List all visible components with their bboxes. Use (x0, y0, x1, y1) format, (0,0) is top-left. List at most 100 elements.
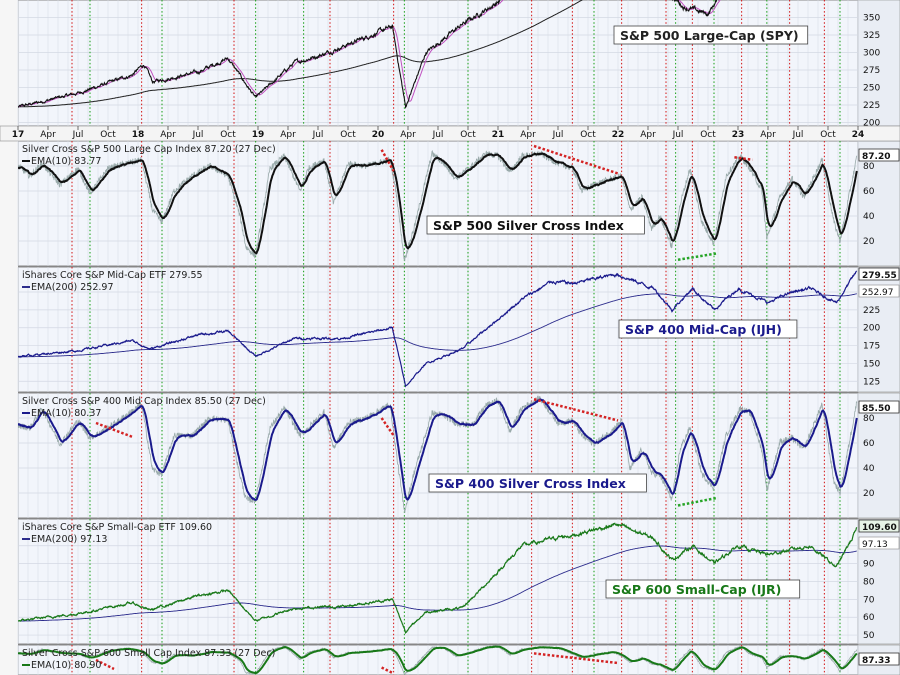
panel-5-legend: EMA(200) 97.13 (31, 534, 107, 545)
divergence-line (677, 252, 717, 261)
x-tick-label: Apr (640, 130, 656, 140)
panel-1-series (18, 0, 721, 109)
panel-4-series (18, 395, 858, 514)
x-tick-label: Apr (280, 130, 296, 140)
panel-1-y-tick: 300 (863, 49, 880, 59)
x-tick-label: 19 (252, 130, 265, 140)
panel-4-ema10-line (18, 398, 858, 501)
panel-4-y-tick: 20 (863, 489, 875, 499)
x-tick-label: 24 (852, 130, 865, 140)
spy-price-line (18, 0, 719, 109)
divergence-line (380, 149, 395, 172)
panel-3-y-tick: 125 (863, 377, 880, 387)
panel-4-title: Silver Cross S&P 400 Mid Cap Index 85.50… (22, 396, 266, 407)
panel-3-ema-value-box (858, 284, 900, 298)
panel-3-legend: EMA(200) 252.97 (31, 282, 114, 293)
divergence-line (380, 417, 395, 437)
panel-3-ema-value: 252.97 (862, 288, 894, 298)
panel-1-y-tick: 275 (863, 66, 880, 76)
panel-3-annotation-box (618, 319, 798, 339)
panel-4-y-axis-band (857, 392, 900, 519)
x-tick-label: 22 (612, 130, 625, 140)
x-tick-label: Oct (220, 130, 236, 140)
x-tick-label: Oct (460, 130, 476, 140)
panel-5-series (18, 522, 858, 635)
panel-2-ema10-line (18, 152, 858, 255)
panel-5-y-tick: 50 (863, 631, 875, 641)
panel-6-title: Silver Cross S&P 600 Small Cap Index 87.… (22, 648, 275, 659)
ijh-price-line (18, 270, 858, 388)
panel-2-annotation: S&P 500 Silver Cross Index (433, 218, 624, 233)
panel-6-ema10-line (18, 645, 858, 675)
panel-4-y-tick: 40 (863, 464, 875, 474)
panel-3-y-tick: 200 (863, 324, 880, 334)
panel-4-annotation-box (428, 473, 647, 493)
panel-4-index-raw-line (18, 395, 858, 514)
panel-1-annotation: S&P 500 Large-Cap (SPY) (620, 28, 799, 43)
x-tick-label: Jul (192, 130, 204, 140)
panel-4-y-tick: 60 (863, 439, 875, 449)
divergence-line (734, 156, 753, 161)
spy-long-ma-line (18, 0, 584, 108)
panel-3-y-tick: 150 (863, 359, 880, 369)
x-tick-label: 21 (492, 130, 505, 140)
x-tick-label: Jul (672, 130, 684, 140)
panel-3-last-value: 279.55 (862, 271, 897, 281)
x-tick-label: Oct (700, 130, 716, 140)
x-tick-label: Apr (400, 130, 416, 140)
divergence-line (533, 398, 619, 422)
panel-4-last-value: 85.50 (862, 404, 890, 414)
panel-6-last-value: 87.33 (862, 656, 890, 666)
left-margin (0, 0, 18, 675)
x-tick-label: Apr (40, 130, 56, 140)
price-and-index-series (18, 0, 858, 675)
panel-4-last-value-box (858, 400, 900, 414)
panel-5-annotation: S&P 600 Small-Cap (IJR) (612, 582, 781, 597)
panel-4-y-tick: 80 (863, 414, 875, 424)
x-tick-label: Apr (160, 130, 176, 140)
x-tick-label: 20 (372, 130, 385, 140)
panel-6-series (18, 645, 858, 675)
panel-4-legend: EMA(10) 80.37 (31, 408, 101, 419)
panel-3-last-value-box (858, 267, 900, 281)
panel-2-title: Silver Cross S&P 500 Large Cap Index 87.… (22, 144, 276, 155)
divergence-line (95, 421, 133, 438)
x-tick-label: Apr (520, 130, 536, 140)
panel-1-y-tick: 325 (863, 31, 880, 41)
divergence-line (677, 496, 717, 507)
divergence-line (533, 652, 619, 665)
divergence-line (533, 144, 619, 175)
panel-1-y-tick: 350 (863, 14, 880, 24)
panel-6-last-value-box (858, 652, 900, 666)
panel-2-y-tick: 60 (863, 187, 875, 197)
x-tick-label: Apr (760, 130, 776, 140)
labels-and-annotations: 200 225 250 275 300 325 350 20 40 60 80 125 150 175 20… (12, 14, 900, 671)
panel-5-title: iShares Core S&P Small-Cap ETF 109.60 (22, 522, 212, 533)
panel-5-y-tick: 70 (863, 595, 875, 605)
panel-2-series (18, 150, 858, 262)
panel-2-last-value: 87.20 (862, 152, 890, 162)
divergence-line (381, 666, 395, 675)
panel-5-last-value-box (858, 519, 900, 533)
divergence-line (95, 658, 115, 671)
panel-2-y-tick: 80 (863, 162, 875, 172)
x-tick-label: Jul (552, 130, 564, 140)
x-tick-label: Jul (432, 130, 444, 140)
panel-2-last-value-box (858, 148, 900, 162)
x-tick-label: Jul (312, 130, 324, 140)
panel-1-y-tick: 250 (863, 84, 880, 94)
x-tick-label: Oct (820, 130, 836, 140)
x-axis-strip (0, 125, 900, 142)
panel-5-last-value: 109.60 (862, 523, 897, 533)
panel-5-y-tick: 80 (863, 578, 875, 588)
panel-3-title: iShares Core S&P Mid-Cap ETF 279.55 (22, 270, 203, 281)
x-tick-label: 17 (12, 130, 25, 140)
panel-3-y-tick: 225 (863, 306, 880, 316)
x-tick-label: 23 (732, 130, 745, 140)
panel-4-annotation: S&P 400 Silver Cross Index (435, 476, 626, 491)
panel-1-y-tick: 200 (863, 119, 880, 129)
x-tick-label: 18 (132, 130, 145, 140)
panel-5-ema-value: 97.13 (862, 540, 888, 550)
panel-5-y-tick: 90 (863, 560, 875, 570)
panel-3-annotation: S&P 400 Mid-Cap (IJH) (625, 322, 782, 337)
